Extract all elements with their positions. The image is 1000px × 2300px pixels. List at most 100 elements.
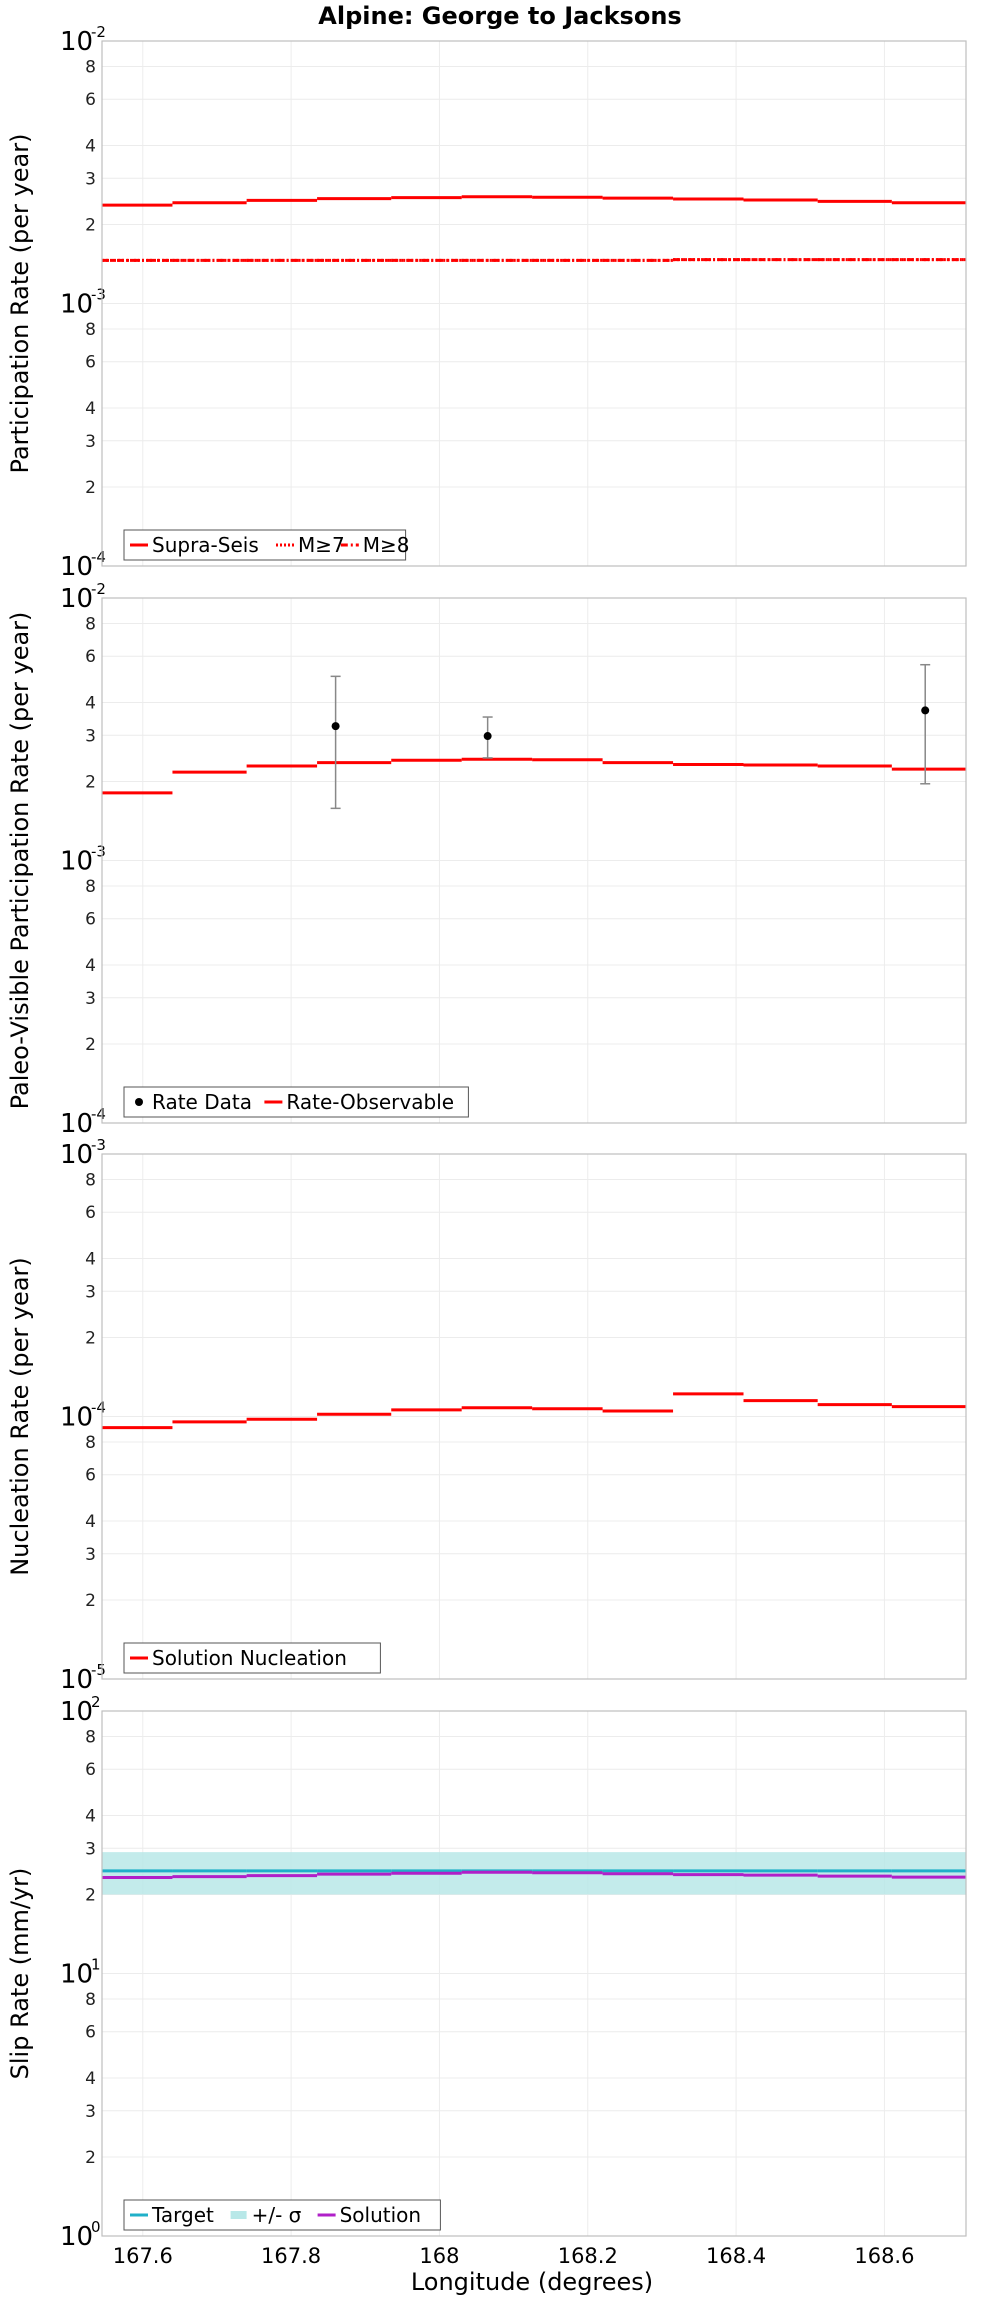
y-tick-label: 10 bbox=[60, 1403, 93, 1433]
y-minor-tick-label: 8 bbox=[85, 1727, 96, 1747]
y-minor-tick-label: 4 bbox=[85, 1249, 96, 1269]
plot-frame bbox=[101, 1153, 967, 1680]
y-tick-label: 10 bbox=[60, 584, 93, 614]
y-minor-tick-label: 3 bbox=[85, 1282, 96, 1302]
legend: Solution Nucleation bbox=[123, 1642, 381, 1674]
y-tick-label: 10 bbox=[60, 1697, 93, 1727]
legend-swatch bbox=[135, 1098, 143, 1106]
y-minor-tick-label: 2 bbox=[85, 1328, 96, 1348]
y-axis-label: Nucleation Rate (per year) bbox=[6, 1257, 34, 1576]
legend-swatch bbox=[230, 2211, 247, 2219]
y-minor-tick-label: 3 bbox=[85, 432, 96, 452]
y-tick-label: 10 bbox=[60, 847, 93, 877]
y-minor-tick-label: 8 bbox=[85, 877, 96, 897]
y-tick-label: 10 bbox=[60, 1140, 93, 1170]
x-axis-tick-labels: 167.6 167.8 168 168.2 168.4 168.6 bbox=[113, 2244, 915, 2268]
legend-box bbox=[123, 2199, 441, 2231]
y-tick-exponent: -4 bbox=[91, 548, 106, 566]
y-minor-tick-label: 6 bbox=[85, 353, 96, 373]
y-tick-label: 10 bbox=[60, 290, 93, 320]
y-minor-tick-label: 2 bbox=[85, 1591, 96, 1611]
y-minor-tick-label: 6 bbox=[85, 1760, 96, 1780]
y-minor-tick-label: 6 bbox=[85, 647, 96, 667]
y-tick-exponent: -3 bbox=[91, 843, 106, 861]
y-tick-label: 10 bbox=[60, 27, 93, 57]
legend-entry: M≥7 bbox=[298, 533, 345, 557]
legend-box bbox=[123, 1086, 469, 1118]
y-minor-tick-label: 6 bbox=[85, 1466, 96, 1486]
y-minor-tick-label: 8 bbox=[85, 614, 96, 634]
y-tick-exponent: -4 bbox=[91, 1105, 106, 1123]
y-minor-tick-label: 4 bbox=[85, 1512, 96, 1532]
x-tick-label: 167.6 bbox=[113, 2244, 173, 2268]
x-tick-label: 168 bbox=[419, 2244, 459, 2268]
legend: Target +/- σ Solution bbox=[123, 2199, 441, 2231]
y-minor-tick-label: 2 bbox=[85, 772, 96, 792]
y-tick-label: 10 bbox=[60, 552, 93, 582]
x-axis-label: Longitude (degrees) bbox=[411, 2268, 653, 2296]
legend: Rate Data Rate-Observable bbox=[123, 1086, 469, 1118]
data-point bbox=[483, 732, 492, 741]
plot-frame bbox=[101, 40, 967, 567]
y-minor-tick-label: 4 bbox=[85, 956, 96, 976]
legend-entry: Rate-Observable bbox=[286, 1090, 454, 1114]
y-tick-exponent: -4 bbox=[91, 1399, 106, 1417]
x-tick-label: 167.8 bbox=[261, 2244, 321, 2268]
y-tick-exponent: 1 bbox=[91, 1956, 101, 1974]
y-minor-tick-label: 3 bbox=[85, 169, 96, 189]
y-minor-tick-label: 4 bbox=[85, 1806, 96, 1826]
y-minor-tick-label: 2 bbox=[85, 2148, 96, 2168]
y-minor-tick-label: 2 bbox=[85, 1885, 96, 1905]
y-minor-tick-label: 4 bbox=[85, 693, 96, 713]
y-tick-exponent: -2 bbox=[91, 23, 106, 41]
x-tick-label: 168.4 bbox=[706, 2244, 766, 2268]
y-tick-label: 10 bbox=[60, 1960, 93, 1990]
plot-frame bbox=[101, 1710, 967, 2237]
legend-entry: Rate Data bbox=[152, 1090, 252, 1114]
legend-entry: Solution Nucleation bbox=[152, 1646, 347, 1670]
data-point bbox=[331, 722, 340, 731]
y-tick-label: 10 bbox=[60, 1665, 93, 1695]
y-minor-tick-label: 8 bbox=[85, 1990, 96, 2010]
y-minor-tick-label: 2 bbox=[85, 1035, 96, 1055]
y-tick-exponent: -3 bbox=[91, 286, 106, 304]
y-minor-tick-label: 4 bbox=[85, 2069, 96, 2089]
y-tick-label: 10 bbox=[60, 1109, 93, 1139]
y-minor-tick-label: 2 bbox=[85, 215, 96, 235]
y-minor-tick-label: 3 bbox=[85, 726, 96, 746]
y-minor-tick-label: 8 bbox=[85, 1170, 96, 1190]
y-tick-label: 10 bbox=[60, 2222, 93, 2252]
y-tick-exponent: -5 bbox=[91, 1661, 106, 1679]
legend-box bbox=[123, 1642, 381, 1674]
y-axis-label: Participation Rate (per year) bbox=[6, 134, 34, 474]
y-axis-label: Slip Rate (mm/yr) bbox=[6, 1868, 34, 2080]
y-tick-exponent: -3 bbox=[91, 1136, 106, 1154]
y-minor-tick-label: 2 bbox=[85, 478, 96, 498]
data-point bbox=[921, 706, 930, 715]
y-axis-label: Paleo-Visible Participation Rate (per ye… bbox=[6, 612, 34, 1110]
y-minor-tick-label: 8 bbox=[85, 57, 96, 77]
y-minor-tick-label: 8 bbox=[85, 1433, 96, 1453]
y-tick-exponent: 0 bbox=[91, 2218, 101, 2236]
y-minor-tick-label: 4 bbox=[85, 399, 96, 419]
y-minor-tick-label: 3 bbox=[85, 989, 96, 1009]
legend-entry: Solution bbox=[340, 2203, 421, 2227]
legend-entry: +/- σ bbox=[252, 2203, 302, 2227]
legend-entry: M≥8 bbox=[363, 533, 410, 557]
y-minor-tick-label: 6 bbox=[85, 910, 96, 930]
y-minor-tick-label: 6 bbox=[85, 2023, 96, 2043]
y-minor-tick-label: 6 bbox=[85, 90, 96, 110]
legend-entry: Target bbox=[151, 2203, 214, 2227]
x-tick-label: 168.6 bbox=[854, 2244, 914, 2268]
y-minor-tick-label: 4 bbox=[85, 136, 96, 156]
x-tick-label: 168.2 bbox=[558, 2244, 618, 2268]
y-minor-tick-label: 3 bbox=[85, 2102, 96, 2122]
legend-entry: Supra-Seis bbox=[152, 533, 259, 557]
y-tick-exponent: 2 bbox=[91, 1693, 101, 1711]
y-minor-tick-label: 8 bbox=[85, 320, 96, 340]
y-minor-tick-label: 3 bbox=[85, 1839, 96, 1859]
